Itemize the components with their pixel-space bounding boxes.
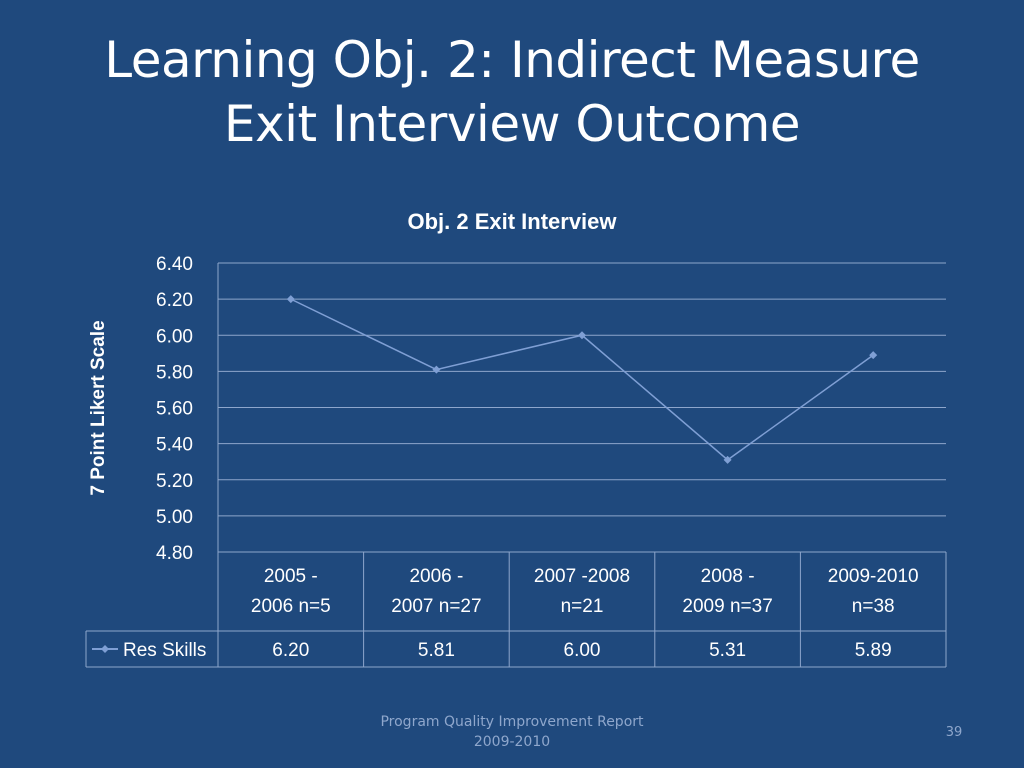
footer-line-2: 2009-2010: [473, 734, 551, 750]
series-layer: [286, 295, 878, 464]
data-point: [723, 455, 732, 464]
slide-title-line-1: Learning Obj. 2: Indirect Measure: [104, 31, 920, 89]
table-value-cell: 5.31: [709, 640, 746, 661]
legend-diamond-marker: [101, 645, 109, 653]
data-table: 2005 -2006 n=5 2006 -2007 n=27 2007 -2008 n…: [85, 552, 947, 668]
x-category-label: 2008 -2009 n=37: [682, 566, 772, 617]
footer-line-1: Program Quality Improvement Report: [380, 714, 644, 730]
table-value-cell: 6.20: [272, 640, 309, 661]
series-line: [290, 298, 874, 461]
x-category-label: 2009-2010 n=38: [828, 566, 919, 617]
x-category-label: 2007 -2008 n=21: [534, 566, 630, 617]
y-axis-label: 7 Point Likert Scale: [88, 320, 109, 495]
y-tick-label: 5.80: [156, 362, 193, 383]
table-value-cell: 5.89: [855, 640, 892, 661]
x-category-label: 2005 -2006 n=5: [251, 566, 331, 617]
table-value-cell: 6.00: [564, 640, 601, 661]
y-tick-label: 5.20: [156, 471, 193, 492]
table-value-cell: 5.81: [418, 640, 455, 661]
footer-text: Program Quality Improvement Report 2009-…: [362, 712, 662, 752]
y-tick-label: 6.40: [156, 254, 193, 275]
y-tick-label: 6.20: [156, 290, 193, 311]
x-category-label: 2006 -2007 n=27: [391, 566, 481, 617]
data-point: [578, 331, 586, 340]
data-point: [286, 295, 295, 304]
data-point: [869, 351, 878, 360]
slide-title: Learning Obj. 2: Indirect Measure Exit I…: [0, 28, 1024, 156]
data-point: [432, 365, 441, 374]
y-tick-label: 5.40: [156, 435, 193, 456]
y-tick-label: 5.00: [156, 507, 193, 528]
page-number: 39: [945, 725, 963, 740]
chart-title: Obj. 2 Exit Interview: [407, 209, 617, 234]
legend-series-name: Res Skills: [123, 640, 206, 661]
y-tick-label: 6.00: [156, 326, 193, 347]
y-tick-label: 4.80: [156, 543, 193, 564]
y-tick-label: 5.60: [156, 399, 193, 420]
slide-title-line-2: Exit Interview Outcome: [223, 95, 801, 153]
y-tick-labels: 6.40 6.20 6.00 5.80 5.60 5.40 5.20 5.00 4.80: [156, 254, 193, 564]
